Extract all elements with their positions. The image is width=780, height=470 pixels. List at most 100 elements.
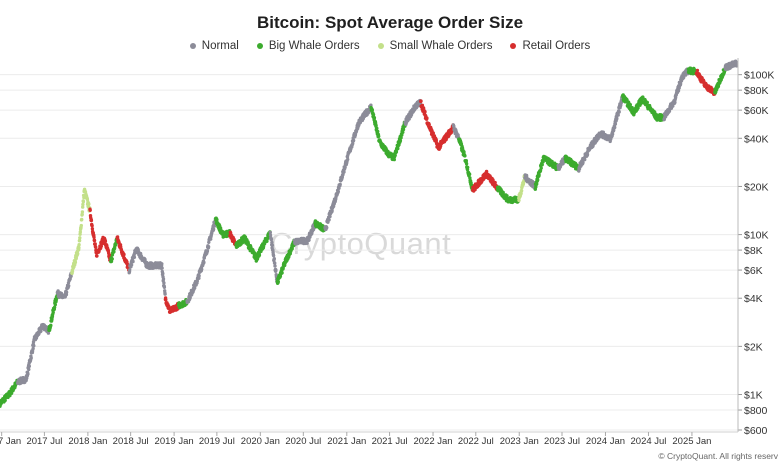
data-point bbox=[615, 116, 619, 120]
x-tick-label: 2023 Jul bbox=[544, 436, 580, 447]
data-point bbox=[419, 99, 423, 103]
data-point bbox=[682, 75, 686, 80]
legend-item-normal[interactable]: Normal bbox=[189, 40, 239, 52]
data-point bbox=[160, 266, 164, 270]
x-tick-label: 2018 Jan bbox=[68, 436, 107, 447]
x-tick-label: 2024 Jan bbox=[586, 436, 625, 447]
data-point bbox=[46, 331, 51, 335]
data-point bbox=[517, 198, 521, 203]
data-point bbox=[467, 172, 472, 176]
data-point bbox=[26, 372, 30, 376]
data-point bbox=[423, 110, 427, 114]
x-tick-label: 2025 Jan bbox=[672, 436, 711, 447]
data-point bbox=[327, 218, 331, 222]
data-point bbox=[81, 202, 85, 207]
data-point bbox=[27, 367, 31, 372]
data-point bbox=[131, 259, 135, 264]
x-tick-label: 2017 Jan bbox=[0, 436, 21, 447]
data-point bbox=[80, 217, 84, 222]
data-point bbox=[51, 310, 55, 315]
data-point bbox=[540, 163, 544, 167]
data-point bbox=[162, 285, 167, 289]
data-point bbox=[89, 218, 94, 223]
data-point bbox=[464, 162, 469, 166]
data-point bbox=[695, 68, 700, 73]
data-point bbox=[197, 276, 201, 280]
data-point bbox=[338, 182, 342, 187]
data-point bbox=[67, 284, 71, 288]
data-point bbox=[342, 170, 346, 174]
data-point bbox=[377, 134, 381, 138]
data-point bbox=[734, 61, 738, 65]
data-point bbox=[280, 271, 284, 275]
data-point bbox=[678, 82, 683, 86]
legend-label-retail: Retail Orders bbox=[522, 40, 591, 52]
data-point bbox=[270, 240, 274, 245]
data-point bbox=[676, 89, 681, 93]
data-point bbox=[346, 157, 350, 162]
data-point bbox=[195, 279, 199, 283]
data-point bbox=[351, 141, 355, 146]
data-point bbox=[160, 262, 164, 266]
data-point bbox=[31, 346, 35, 351]
data-point bbox=[81, 205, 85, 209]
data-point bbox=[110, 257, 114, 261]
data-point bbox=[734, 64, 739, 68]
data-point bbox=[115, 235, 120, 239]
y-tick-label: $8K bbox=[744, 245, 763, 257]
data-point bbox=[401, 130, 405, 134]
data-point bbox=[132, 255, 137, 259]
x-tick-label: 2023 Jan bbox=[500, 436, 539, 447]
data-point bbox=[81, 199, 86, 204]
x-tick-label: 2021 Jan bbox=[327, 436, 366, 447]
data-point bbox=[78, 230, 83, 234]
data-point bbox=[197, 274, 201, 278]
data-point bbox=[90, 224, 94, 228]
data-point bbox=[673, 100, 677, 105]
legend-item-small-whale[interactable]: Small Whale Orders bbox=[377, 40, 492, 52]
data-point bbox=[398, 139, 403, 143]
legend-item-retail[interactable]: Retail Orders bbox=[510, 40, 590, 52]
data-point bbox=[163, 292, 167, 296]
data-point bbox=[671, 104, 675, 108]
legend-dot-retail bbox=[510, 43, 517, 49]
x-tick-label: 2019 Jul bbox=[199, 436, 235, 447]
data-point bbox=[375, 126, 379, 130]
y-tick-label: $80K bbox=[744, 85, 769, 97]
data-point bbox=[330, 209, 334, 213]
data-point bbox=[399, 136, 403, 140]
data-point bbox=[307, 238, 311, 242]
data-point bbox=[114, 242, 118, 246]
data-point bbox=[394, 150, 399, 154]
data-point bbox=[616, 113, 620, 117]
data-point bbox=[463, 154, 467, 158]
data-point bbox=[392, 157, 396, 162]
legend-item-big-whale[interactable]: Big Whale Orders bbox=[256, 40, 360, 52]
data-point bbox=[617, 110, 621, 114]
x-tick-label: 2020 Jan bbox=[241, 436, 280, 447]
legend-dot-normal bbox=[189, 43, 196, 49]
data-point bbox=[561, 161, 565, 165]
data-point bbox=[273, 261, 277, 265]
data-point bbox=[77, 238, 82, 243]
y-tick-label: $2K bbox=[744, 341, 763, 353]
data-point bbox=[76, 252, 80, 256]
data-point bbox=[188, 295, 192, 300]
data-point bbox=[372, 116, 377, 120]
data-point bbox=[539, 166, 543, 170]
data-point bbox=[464, 159, 468, 163]
data-point bbox=[77, 243, 81, 247]
data-point bbox=[272, 257, 276, 261]
data-point bbox=[53, 302, 57, 307]
data-point bbox=[628, 103, 632, 107]
data-point bbox=[393, 153, 397, 158]
data-point bbox=[636, 106, 640, 110]
data-point bbox=[305, 241, 309, 245]
data-point bbox=[427, 122, 431, 127]
chart-legend: Normal Big Whale Orders Small Whale Orde… bbox=[0, 40, 780, 52]
data-point bbox=[162, 281, 166, 285]
legend-label-big-whale: Big Whale Orders bbox=[268, 40, 360, 52]
data-point bbox=[610, 132, 615, 136]
data-point bbox=[274, 268, 278, 272]
data-point bbox=[537, 173, 541, 177]
